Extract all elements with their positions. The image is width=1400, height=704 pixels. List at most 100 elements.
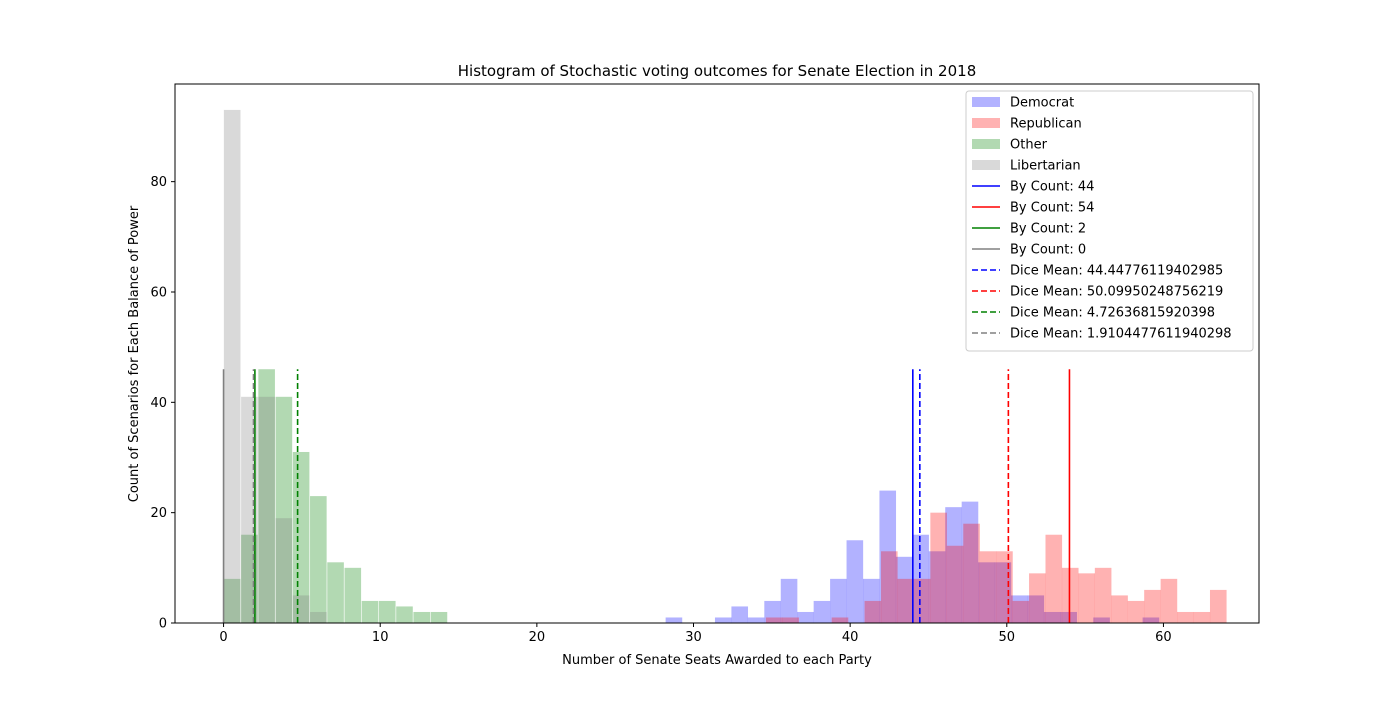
bar-other bbox=[378, 600, 396, 623]
bar-other bbox=[430, 611, 448, 623]
plot-frame bbox=[174, 83, 1260, 624]
x-tick-label: 20 bbox=[529, 630, 546, 645]
bar-republican bbox=[979, 551, 997, 623]
series-libertarian bbox=[223, 109, 327, 624]
bar-republican bbox=[765, 617, 783, 623]
bar-republican bbox=[1127, 600, 1145, 623]
bar-republican bbox=[1012, 600, 1030, 623]
y-tick-label: 40 bbox=[150, 396, 167, 411]
bar-other bbox=[396, 606, 413, 623]
axes-layer: 0 10 20 30 40 50 60 0 20 40 60 80 bbox=[150, 83, 1260, 645]
bar-other bbox=[275, 396, 293, 623]
y-tick-label: 20 bbox=[150, 506, 167, 521]
legend-label: Dice Mean: 44.44776119402985 bbox=[1010, 264, 1223, 279]
legend-entry-libertarian: Libertarian bbox=[972, 159, 1081, 174]
bar-republican bbox=[913, 578, 931, 623]
legend: Democrat Republican Other Libertarian By Cou… bbox=[965, 90, 1254, 352]
x-tick-label: 10 bbox=[372, 630, 389, 645]
legend-box bbox=[965, 90, 1254, 352]
bar-republican bbox=[1111, 595, 1128, 623]
bar-republican bbox=[1177, 611, 1194, 623]
bar-republican bbox=[1078, 573, 1095, 623]
bar-democrat bbox=[731, 606, 749, 623]
bar-democrat bbox=[912, 534, 929, 623]
y-tick-label: 60 bbox=[150, 285, 167, 300]
legend-label: By Count: 54 bbox=[1010, 201, 1094, 216]
bar-libertarian bbox=[223, 109, 241, 624]
legend-entry-by-count-2: By Count: 2 bbox=[972, 222, 1086, 237]
legend-entry-by-count-44: By Count: 44 bbox=[972, 180, 1094, 195]
legend-entry-by-count-0: By Count: 0 bbox=[972, 243, 1086, 258]
bar-other bbox=[361, 600, 379, 623]
bar-republican bbox=[1209, 589, 1227, 623]
legend-entry-dice-mean-50-09950248756219: Dice Mean: 50.09950248756219 bbox=[972, 285, 1223, 300]
bar-democrat bbox=[764, 600, 781, 623]
bar-republican bbox=[963, 523, 980, 623]
vlines-layer bbox=[222, 369, 1071, 623]
legend-swatch bbox=[972, 118, 1000, 128]
legend-entry-dice-mean-1-9104477611940298: Dice Mean: 1.9104477611940298 bbox=[972, 327, 1232, 342]
bar-democrat bbox=[665, 617, 683, 623]
legend-entry-other: Other bbox=[972, 138, 1048, 153]
bar-democrat bbox=[780, 578, 798, 623]
bar-republican bbox=[930, 512, 947, 623]
bar-democrat bbox=[797, 611, 814, 623]
legend-label: By Count: 0 bbox=[1010, 243, 1086, 258]
bar-libertarian bbox=[275, 518, 293, 623]
legend-label: Libertarian bbox=[1010, 159, 1081, 174]
bar-democrat bbox=[945, 507, 962, 623]
bars-layer bbox=[223, 109, 1227, 624]
bar-democrat bbox=[1093, 617, 1110, 623]
bar-other bbox=[327, 562, 344, 623]
bar-republican bbox=[1160, 578, 1178, 623]
y-tick-label: 80 bbox=[150, 175, 167, 190]
bar-republican bbox=[881, 551, 898, 623]
bar-democrat bbox=[813, 600, 831, 623]
bar-republican bbox=[946, 545, 964, 623]
bar-other bbox=[413, 611, 431, 623]
y-axis-label: Count of Scenarios for Each Balance of P… bbox=[127, 205, 142, 502]
bar-democrat bbox=[1011, 595, 1028, 623]
legend-entry-dice-mean-44-44776119402985: Dice Mean: 44.44776119402985 bbox=[972, 264, 1223, 279]
bar-democrat bbox=[928, 551, 946, 623]
legend-swatch bbox=[972, 139, 1000, 149]
bar-democrat bbox=[879, 490, 897, 623]
bar-libertarian bbox=[310, 611, 327, 623]
bar-democrat bbox=[994, 562, 1012, 623]
legend-label: Dice Mean: 50.09950248756219 bbox=[1010, 285, 1223, 300]
series-republican bbox=[765, 512, 1227, 623]
bar-democrat bbox=[714, 617, 732, 623]
bar-other bbox=[258, 369, 275, 623]
bar-republican bbox=[1094, 567, 1112, 623]
bar-democrat bbox=[978, 562, 995, 623]
bar-republican bbox=[1144, 589, 1161, 623]
bar-democrat bbox=[1043, 611, 1061, 623]
legend-entry-republican: Republican bbox=[972, 117, 1082, 132]
bar-democrat bbox=[1142, 617, 1160, 623]
bar-republican bbox=[1029, 573, 1046, 623]
legend-label: By Count: 2 bbox=[1010, 222, 1086, 237]
bar-republican bbox=[831, 617, 849, 623]
legend-swatch bbox=[972, 160, 1000, 170]
bar-democrat bbox=[1027, 595, 1045, 623]
bar-republican bbox=[864, 600, 882, 623]
bar-libertarian bbox=[258, 396, 275, 623]
bar-republican bbox=[1045, 534, 1063, 623]
bar-other bbox=[223, 578, 241, 623]
legend-label: Republican bbox=[1010, 117, 1082, 132]
bar-other bbox=[310, 496, 327, 623]
legend-swatch bbox=[972, 97, 1000, 107]
bar-republican bbox=[897, 578, 915, 623]
bar-republican bbox=[1193, 611, 1211, 623]
legend-label: Other bbox=[1010, 138, 1048, 153]
x-tick-label: 60 bbox=[1155, 630, 1172, 645]
x-tick-label: 30 bbox=[685, 630, 702, 645]
bar-democrat bbox=[747, 617, 765, 623]
x-axis-label: Number of Senate Seats Awarded to each P… bbox=[562, 653, 872, 668]
bar-democrat bbox=[961, 501, 979, 623]
bar-republican bbox=[996, 551, 1013, 623]
x-tick-label: 40 bbox=[842, 630, 859, 645]
bar-libertarian bbox=[292, 595, 310, 623]
